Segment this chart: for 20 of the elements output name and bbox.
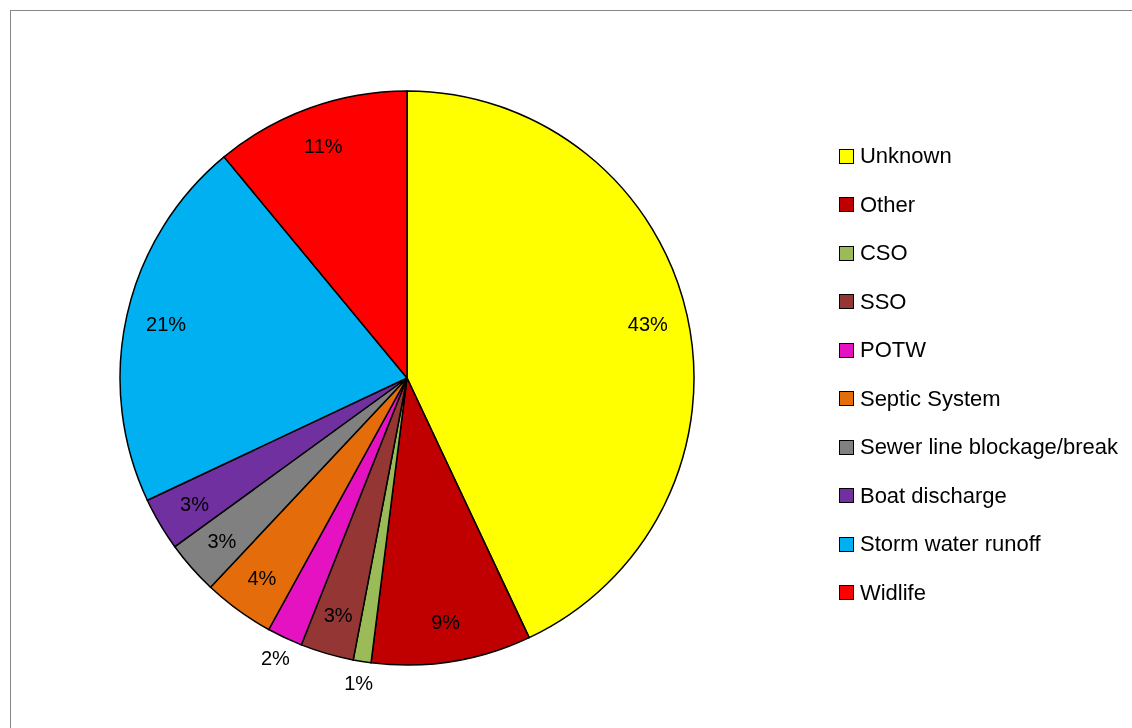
data-label: 3% <box>207 530 237 553</box>
data-label: 3% <box>180 492 210 515</box>
legend-label: Sewer line blockage/break <box>859 434 1118 461</box>
data-label: 43% <box>627 313 669 336</box>
legend-label: POTW <box>859 337 926 364</box>
legend-label: Unknown <box>859 143 952 170</box>
data-label: 2% <box>260 646 291 669</box>
legend-label: SSO <box>859 288 907 315</box>
legend-label: Other <box>859 191 915 218</box>
legend-label: Septic System <box>859 385 1001 412</box>
legend-label: Storm water runoff <box>859 531 1041 558</box>
legend-label: CSO <box>859 240 908 267</box>
data-label: 3% <box>323 604 353 627</box>
data-label: 11% <box>304 134 343 157</box>
legend-label: Boat discharge <box>859 482 1007 509</box>
data-label: 21% <box>146 313 187 336</box>
data-label: 9% <box>431 610 461 633</box>
data-label: 1% <box>344 672 374 695</box>
data-label: 4% <box>247 566 277 589</box>
legend-label: Widlife <box>859 579 926 606</box>
